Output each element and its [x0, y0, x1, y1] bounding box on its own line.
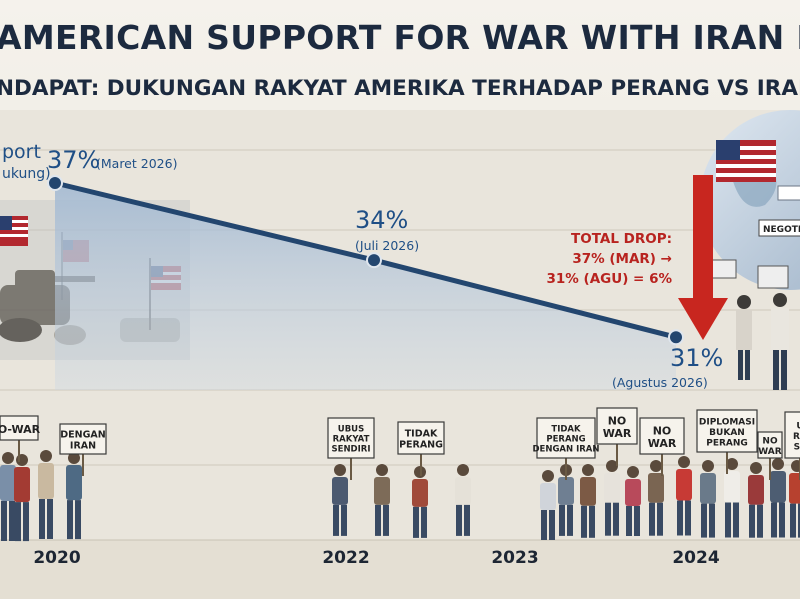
drop-line-1: TOTAL DROP: — [571, 231, 672, 247]
sign-text: TIDAK — [551, 425, 581, 435]
sign-text: WAR — [758, 447, 781, 457]
value-label: 31% — [670, 344, 723, 372]
sign-text: DENGAN — [60, 430, 105, 441]
sign-text: RAKYAT — [333, 435, 370, 445]
sign-text: RA — [793, 432, 800, 442]
plot-area: 37%(Maret 2026) 34% (Juli 2026) 31% (Agustus… — [47, 146, 723, 390]
protester — [580, 464, 596, 538]
drop-annotation: TOTAL DROP: 37% (MAR) → 31% (AGU) = 6% — [547, 175, 728, 340]
sign-text: IRAN — [70, 441, 96, 452]
sign-text: NO — [762, 437, 778, 447]
sign-text: TIDAK — [405, 429, 438, 440]
protester — [625, 466, 641, 536]
protester — [604, 460, 620, 536]
sign-text: BUKAN — [709, 428, 745, 438]
protest-sign: O-WAR — [0, 415, 41, 462]
protester — [700, 460, 716, 538]
x-tick-label: 2023 — [491, 548, 538, 568]
badge-text: NEGOTIATI — [763, 225, 800, 235]
drop-line-2: 37% (MAR) → — [572, 251, 672, 267]
crowd-right-upper — [711, 259, 789, 390]
protester — [455, 464, 471, 536]
series-area — [55, 183, 676, 390]
protester — [540, 470, 556, 540]
x-axis: 2020 2022 2023 2024 — [33, 548, 719, 568]
protester — [724, 458, 740, 538]
drop-arrow — [678, 175, 728, 340]
legend-fragment: port ukung) — [2, 141, 51, 182]
protester — [14, 454, 30, 542]
sign-text: UBUS — [338, 425, 364, 435]
sign-text: WAR — [603, 427, 632, 440]
protester — [66, 452, 82, 540]
chart-subtitle: NDAPAT: DUKUNGAN RAKYAT AMERIKA TERHADAP… — [0, 76, 800, 101]
protester — [770, 458, 786, 538]
data-point — [668, 329, 684, 346]
negotiation-badge: NEGOTIATI — [758, 219, 800, 237]
sign-text: DIPLOMASI — [699, 417, 755, 427]
data-point — [366, 252, 382, 269]
sign-text: SENDIRI — [332, 445, 371, 455]
data-point — [47, 175, 63, 191]
sign-text: PERANG — [706, 438, 748, 448]
drop-line-3: 31% (AGU) = 6% — [547, 271, 673, 287]
sign-text: SE — [794, 442, 800, 452]
protester — [374, 464, 390, 536]
date-label: (Agustus 2026) — [612, 375, 708, 390]
sign-text: PERANG — [399, 440, 443, 451]
legend-line-1: port — [2, 141, 41, 163]
protester — [648, 460, 664, 536]
x-tick-label: 2022 — [322, 548, 369, 568]
x-tick-label: 2020 — [33, 548, 80, 568]
protester — [0, 452, 16, 541]
date-label: (Maret 2026) — [96, 156, 177, 171]
chart-title: AMERICAN SUPPORT FOR WAR WITH IRAN DROPS… — [0, 18, 800, 57]
flag-left — [0, 216, 28, 246]
sign-text: DENGAN IRAN — [532, 445, 599, 455]
protester — [332, 464, 348, 536]
sign-text: NO — [608, 415, 627, 428]
x-tick-label: 2024 — [672, 548, 719, 568]
value-label: 34% — [355, 206, 408, 234]
protest-crowds: O-WAR DENGANIRANUBUSRAKYATSENDIRITIDAKPER… — [0, 407, 800, 542]
protester — [676, 456, 692, 536]
sign-text: PERANG — [546, 435, 585, 445]
protest-sign: URASE — [784, 411, 800, 480]
sign-text: WAR — [648, 437, 677, 450]
sign-text: O-WAR — [0, 423, 41, 436]
sign-text: NO — [653, 425, 672, 438]
protester — [38, 450, 54, 539]
flag-right — [716, 140, 776, 182]
date-label: (Juli 2026) — [355, 238, 419, 253]
value-label: 37% — [47, 146, 100, 174]
sign-text: U — [796, 421, 800, 431]
legend-line-2: ukung) — [2, 166, 51, 182]
protester — [748, 462, 764, 538]
protester — [789, 460, 800, 538]
